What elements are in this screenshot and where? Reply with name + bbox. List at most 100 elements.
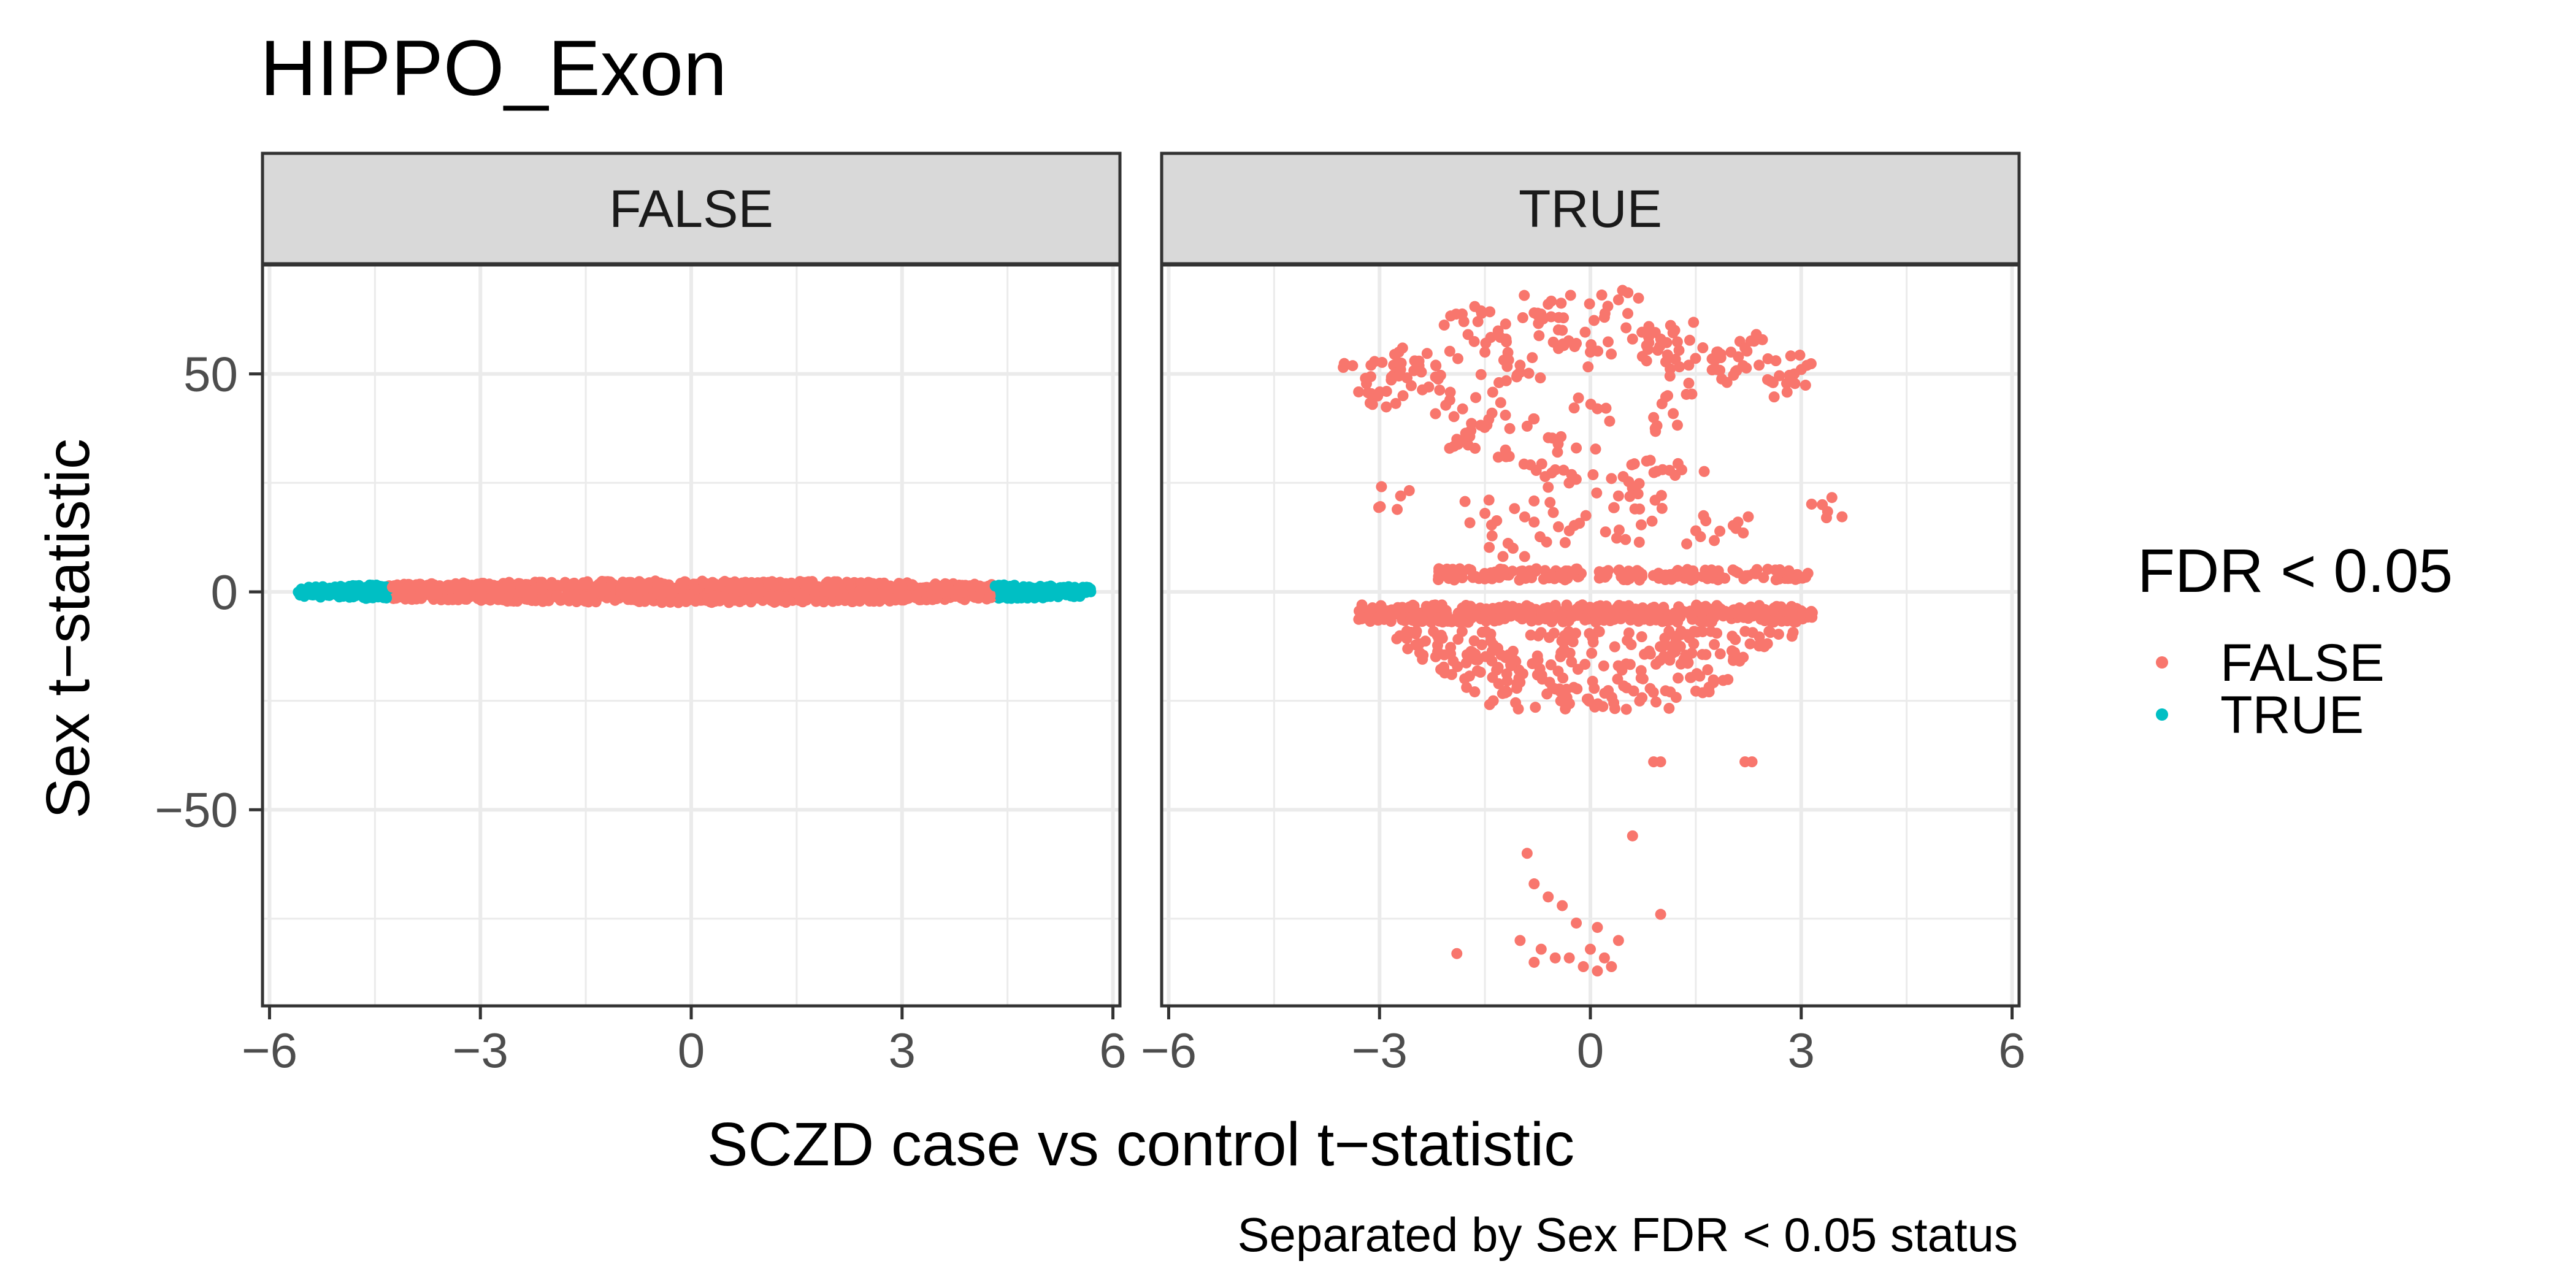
data-point: [1504, 423, 1516, 434]
data-point: [1563, 477, 1575, 489]
data-point: [1500, 375, 1512, 386]
data-point: [1064, 588, 1075, 600]
data-point: [1671, 420, 1683, 431]
data-point: [1770, 355, 1782, 367]
data-point: [1709, 535, 1720, 546]
data-point: [1403, 485, 1415, 496]
data-point: [1597, 700, 1609, 712]
data-point: [1495, 397, 1506, 408]
data-point: [307, 589, 319, 601]
data-point: [880, 582, 892, 594]
data-point: [1787, 627, 1799, 638]
data-point: [1528, 516, 1540, 528]
data-point: [1633, 615, 1644, 627]
data-point: [487, 581, 499, 593]
data-point: [1656, 502, 1668, 514]
data-point: [1552, 447, 1563, 458]
data-point: [1739, 626, 1751, 637]
data-point: [698, 577, 710, 589]
x-tick-label: 6: [1099, 1023, 1127, 1078]
data-point: [1660, 356, 1671, 368]
data-point: [567, 578, 579, 589]
data-point: [1444, 345, 1455, 357]
data-point: [854, 585, 865, 597]
data-point: [1545, 659, 1557, 670]
data-point: [1405, 380, 1417, 391]
data-point: [1502, 537, 1514, 549]
data-point: [1471, 665, 1483, 677]
data-point: [1376, 356, 1388, 368]
data-point: [1484, 542, 1495, 553]
data-point: [1587, 636, 1599, 648]
data-point: [1430, 371, 1441, 383]
facet-strip-label: FALSE: [609, 180, 773, 239]
data-point: [1533, 330, 1545, 342]
data-point: [1726, 608, 1738, 619]
data-point: [1543, 572, 1555, 584]
data-point: [1598, 660, 1609, 672]
data-point: [1532, 310, 1544, 321]
data-point: [1708, 674, 1719, 686]
data-point: [1613, 524, 1625, 536]
data-point: [1654, 641, 1666, 653]
data-point: [342, 589, 354, 600]
data-point: [1438, 649, 1450, 661]
data-point: [1395, 490, 1406, 502]
data-point: [1353, 386, 1365, 397]
data-point: [321, 588, 333, 600]
data-point: [1040, 583, 1051, 594]
data-point: [1633, 478, 1645, 489]
data-point: [1555, 695, 1566, 707]
data-point: [941, 585, 953, 597]
data-point: [1519, 289, 1530, 301]
data-point: [1566, 469, 1577, 480]
data-point: [1683, 359, 1695, 371]
data-point: [1500, 318, 1511, 330]
data-point: [827, 596, 838, 607]
data-point: [1559, 630, 1571, 642]
data-point: [1709, 354, 1721, 366]
data-point: [1618, 601, 1630, 613]
data-point: [1381, 401, 1392, 413]
data-point: [1512, 703, 1524, 715]
x-tick-label: 3: [889, 1023, 916, 1078]
data-point: [1475, 420, 1487, 431]
data-point: [1507, 653, 1519, 665]
data-point: [1742, 613, 1754, 624]
data-point: [475, 590, 487, 602]
data-point: [367, 580, 378, 591]
data-point: [1549, 952, 1561, 964]
data-point: [810, 596, 822, 607]
data-point: [589, 586, 601, 598]
data-point: [1714, 648, 1726, 660]
data-point: [1582, 693, 1594, 705]
data-point: [1801, 359, 1813, 371]
data-point: [347, 580, 359, 592]
data-point: [1469, 686, 1481, 697]
data-point: [1649, 327, 1661, 339]
data-point: [1670, 635, 1682, 646]
x-axis-label: SCZD case vs control t−statistic: [707, 1110, 1574, 1179]
data-point: [1662, 615, 1673, 627]
data-point: [1698, 466, 1710, 477]
data-point: [1360, 612, 1371, 624]
data-point: [851, 594, 863, 606]
data-point: [1404, 601, 1416, 613]
data-point: [1590, 616, 1601, 628]
data-point: [1493, 678, 1505, 689]
data-point: [1789, 378, 1801, 389]
x-tick-label: 0: [678, 1023, 705, 1078]
data-point: [1768, 391, 1780, 403]
data-point: [1744, 638, 1756, 650]
data-point: [1609, 703, 1620, 715]
data-point: [1543, 891, 1554, 903]
data-point: [1670, 692, 1682, 703]
data-point: [1417, 384, 1428, 396]
data-point: [1774, 370, 1785, 381]
data-point: [604, 580, 616, 592]
data-point: [1672, 458, 1684, 469]
data-point: [1027, 583, 1038, 594]
data-point: [1389, 348, 1400, 360]
data-point: [1572, 664, 1584, 675]
